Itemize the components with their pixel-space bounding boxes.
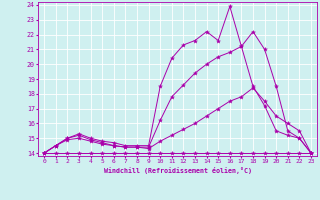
X-axis label: Windchill (Refroidissement éolien,°C): Windchill (Refroidissement éolien,°C) — [104, 167, 252, 174]
